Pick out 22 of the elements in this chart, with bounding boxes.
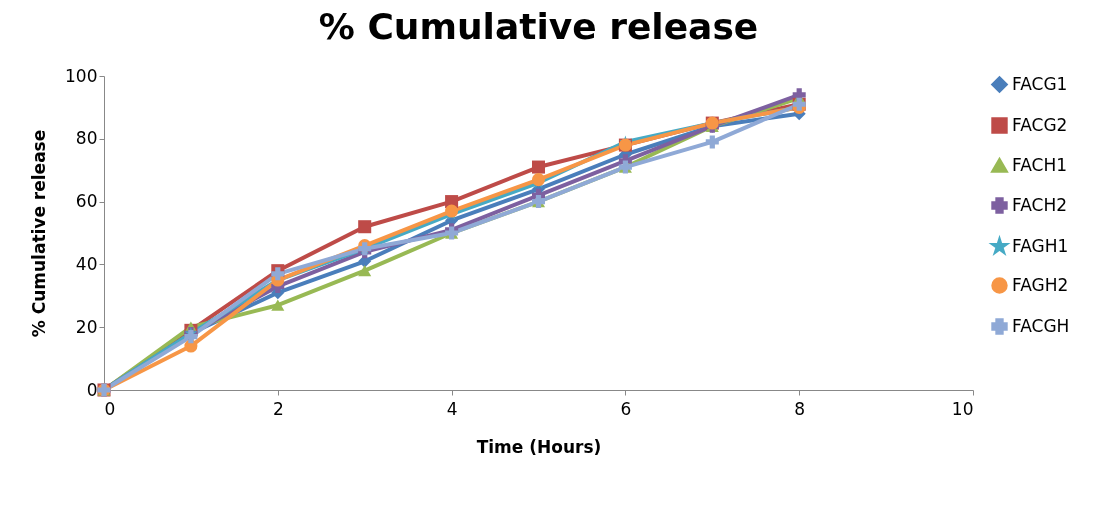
legend-label: FAGH1 <box>1012 235 1069 256</box>
y-axis-title: % Cumulative release <box>29 129 50 338</box>
x-tick-label: 6 <box>620 398 632 419</box>
y-tick-label: 0 <box>86 379 98 400</box>
legend-label: FAGH2 <box>1012 274 1069 295</box>
y-tick-label: 20 <box>75 316 98 337</box>
x-axis-title: Time (Hours) <box>476 436 602 457</box>
x-tick-label: 10 <box>951 398 974 419</box>
x-tick-label: 8 <box>794 398 806 419</box>
legend-label: FACG2 <box>1012 114 1068 135</box>
x-tick-label: 2 <box>272 398 284 419</box>
legend-label: FACGH <box>1012 315 1070 336</box>
legend-label: FACH1 <box>1012 154 1068 175</box>
x-tick-label: 0 <box>104 398 116 419</box>
y-tick-label: 80 <box>75 128 98 149</box>
x-tick-label: 4 <box>446 398 458 419</box>
y-tick-label: 60 <box>75 191 98 212</box>
y-tick-label: 100 <box>65 65 98 86</box>
legend-label: FACG1 <box>1012 73 1068 94</box>
chart-title: % Cumulative release <box>318 6 759 47</box>
y-tick-label: 40 <box>75 253 98 274</box>
legend-label: FACH2 <box>1012 194 1068 215</box>
